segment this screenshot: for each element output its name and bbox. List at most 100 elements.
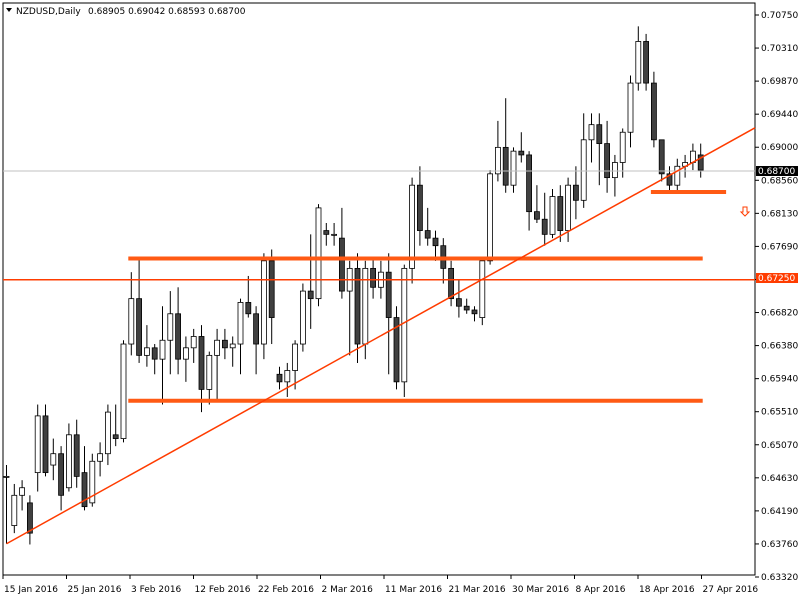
- x-tick-label: 27 Apr 2016: [703, 585, 759, 595]
- candle-body: [50, 453, 57, 466]
- candle-body: [253, 313, 260, 345]
- candle-body: [175, 313, 182, 360]
- candle: [315, 204, 322, 307]
- candle: [557, 185, 564, 242]
- current-price-text: 0.68700: [758, 167, 795, 177]
- candle: [604, 120, 610, 193]
- candle-body: [401, 267, 408, 383]
- candle-body: [619, 131, 626, 163]
- candle: [502, 98, 509, 193]
- candle-body: [190, 336, 197, 349]
- candle-body: [557, 196, 564, 231]
- y-tick-label: 0.69000: [761, 143, 798, 153]
- candle-body: [299, 290, 306, 345]
- candle: [448, 260, 455, 307]
- candle: [627, 75, 634, 148]
- time-axis: 15 Jan 2016 25 Jan 2016 3 Feb 2016 12 Feb 2…: [2, 575, 759, 595]
- collapse-triangle-icon[interactable]: [6, 8, 12, 12]
- candle-body: [73, 434, 80, 477]
- candle-body: [463, 305, 470, 311]
- candle: [58, 446, 64, 511]
- candle: [260, 253, 267, 360]
- candle: [97, 442, 103, 477]
- candle-body: [393, 317, 400, 383]
- x-tick-label: 18 Apr 2016: [639, 585, 695, 595]
- candle-body: [128, 298, 135, 345]
- candle: [424, 207, 431, 246]
- candle: [479, 257, 486, 326]
- y-tick-label: 0.64190: [761, 507, 798, 517]
- candle: [588, 113, 595, 163]
- candle: [292, 340, 299, 390]
- candle: [518, 132, 525, 163]
- candle-body: [19, 487, 26, 496]
- candle: [151, 344, 158, 375]
- candle: [105, 404, 111, 466]
- candle-body: [494, 146, 501, 175]
- candle-body: [221, 339, 228, 349]
- candle: [221, 328, 228, 360]
- candle-body: [354, 267, 361, 345]
- candle: [136, 257, 143, 363]
- candle-body: [206, 354, 213, 390]
- candle: [143, 325, 150, 367]
- candle-body: [159, 339, 166, 360]
- candle-body: [432, 237, 439, 247]
- candle-body: [455, 298, 462, 307]
- candle-body: [541, 218, 548, 235]
- candle: [331, 223, 338, 246]
- candle: [596, 113, 603, 186]
- candle-body: [58, 453, 64, 496]
- y-tick-label: 0.69870: [761, 77, 798, 87]
- candle: [612, 154, 618, 197]
- candle-body: [518, 150, 525, 156]
- candle: [370, 257, 377, 299]
- candle-body: [604, 143, 610, 179]
- level-price-text: 0.67250: [758, 274, 795, 284]
- candle-body: [471, 309, 478, 315]
- candle: [159, 306, 166, 405]
- x-tick-label: 15 Jan 2016: [4, 585, 58, 595]
- candle-body: [331, 233, 338, 236]
- y-tick-label: 0.65940: [761, 375, 798, 385]
- candle-body: [510, 150, 517, 186]
- candle: [393, 306, 400, 390]
- x-tick-label: 3 Feb 2016: [131, 585, 182, 595]
- y-tick-label: 0.69440: [761, 110, 798, 120]
- candle: [526, 151, 532, 231]
- x-tick-label: 25 Jan 2016: [68, 585, 122, 595]
- candle-body: [276, 373, 283, 383]
- candle-body: [167, 313, 174, 341]
- x-tick-label: 12 Feb 2016: [195, 585, 251, 595]
- candle-body: [697, 154, 704, 171]
- candle-body: [635, 41, 642, 84]
- candle: [50, 438, 57, 481]
- candle: [206, 351, 213, 405]
- candle-body: [643, 41, 649, 84]
- y-tick-label: 0.63760: [761, 540, 798, 550]
- y-tick-label: 0.70310: [761, 44, 798, 54]
- candle: [432, 230, 439, 261]
- candle-body: [198, 336, 205, 390]
- candle: [34, 404, 41, 492]
- candle-body: [479, 260, 486, 318]
- candle-body: [409, 184, 416, 269]
- candle-body: [612, 162, 618, 179]
- x-tick-label: 22 Feb 2016: [258, 585, 314, 595]
- candle-body: [502, 146, 509, 186]
- price-axis: 0.70750 0.70310 0.69870 0.69440 0.69000 0.685…: [755, 11, 798, 583]
- level-price-box: [756, 273, 798, 283]
- candle: [674, 158, 681, 193]
- candle-body: [143, 347, 150, 356]
- candle-body: [565, 184, 571, 231]
- candle: [245, 275, 252, 318]
- candle-body: [549, 196, 556, 235]
- y-tick-label: 0.65070: [761, 441, 798, 451]
- candle: [463, 298, 470, 314]
- current-price-label: 0.68700: [756, 166, 798, 177]
- candle-body: [627, 82, 634, 133]
- candle: [573, 166, 579, 220]
- candle-body: [3, 475, 10, 478]
- candle: [385, 253, 392, 375]
